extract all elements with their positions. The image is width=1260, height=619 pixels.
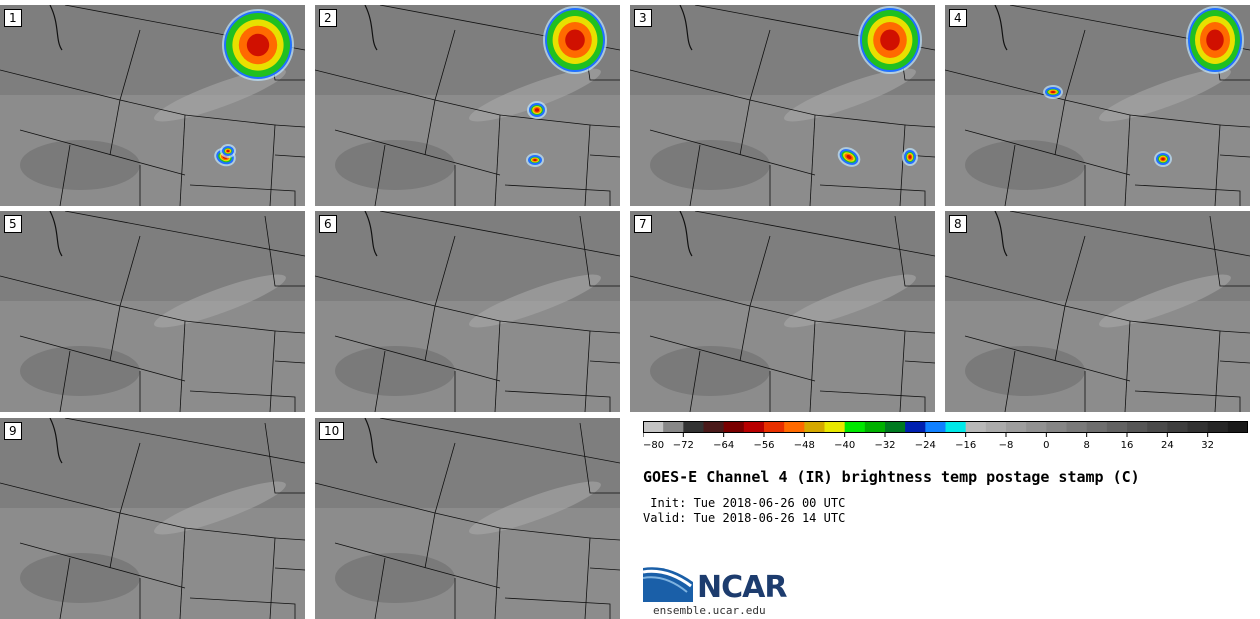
- colorbar-swatch: [1147, 421, 1168, 433]
- panel-number: 4: [949, 9, 967, 27]
- map-panel: 2: [315, 5, 620, 206]
- colorbar-swatch: [1086, 421, 1108, 433]
- ir-satellite-map: [0, 5, 305, 206]
- colorbar-swatch: [784, 421, 805, 433]
- colorbar-swatch: [1066, 421, 1088, 433]
- ir-satellite-map: [630, 211, 935, 412]
- colorbar-swatch: [844, 421, 866, 433]
- map-panel: 1: [0, 5, 305, 206]
- colorbar-swatch: [824, 421, 846, 433]
- ir-satellite-map: [315, 418, 620, 619]
- panel-number: 2: [319, 9, 337, 27]
- colorbar-swatch: [945, 421, 967, 433]
- colorbar-swatch: [864, 421, 886, 433]
- panel-number: 7: [634, 215, 652, 233]
- map-panel: 10: [315, 418, 620, 619]
- colorbar-swatch: [804, 421, 825, 433]
- colorbar-tick-label: −80: [643, 440, 664, 451]
- colorbar-swatch: [905, 421, 926, 433]
- colorbar: −80 −72 −64 −56 −48 −40 −32 −24 −16 −8 0 8 16 24 32: [643, 421, 1248, 451]
- map-panel: 6: [315, 211, 620, 412]
- colorbar-swatch: [1187, 421, 1209, 433]
- colorbar-swatch: [764, 421, 785, 433]
- map-panel: 7: [630, 211, 935, 412]
- colorbar-tick-label: 0: [1043, 440, 1049, 451]
- map-panel: 5: [0, 211, 305, 412]
- site-url: ensemble.ucar.edu: [653, 604, 766, 617]
- colorbar-tick-label: 16: [1121, 440, 1134, 451]
- ir-satellite-map: [0, 211, 305, 412]
- colorbar-tick-label: −56: [753, 440, 774, 451]
- init-time: Init: Tue 2018-06-26 00 UTC: [643, 496, 846, 510]
- colorbar-swatch: [925, 421, 946, 433]
- ir-satellite-map: [315, 211, 620, 412]
- colorbar-swatch: [743, 421, 765, 433]
- map-panel: 3: [630, 5, 935, 206]
- map-panel: 4: [945, 5, 1250, 206]
- colorbar-swatch: [1006, 421, 1027, 433]
- colorbar-tick-label: −48: [794, 440, 815, 451]
- colorbar-swatch: [1127, 421, 1148, 433]
- colorbar-swatch: [703, 421, 725, 433]
- panel-number: 10: [319, 422, 345, 440]
- colorbar-tick-label: −16: [955, 440, 976, 451]
- colorbar-tick-label: −40: [834, 440, 855, 451]
- panel-number: 8: [949, 215, 967, 233]
- colorbar-swatch: [1227, 421, 1248, 433]
- colorbar-swatch: [683, 421, 704, 433]
- logo-text: NCAR: [697, 570, 787, 605]
- colorbar-tick-label: 24: [1161, 440, 1174, 451]
- colorbar-swatch: [885, 421, 906, 433]
- map-panel: 9: [0, 418, 305, 619]
- colorbar-swatch: [1207, 421, 1229, 433]
- colorbar-swatch: [1046, 421, 1067, 433]
- panel-number: 5: [4, 215, 22, 233]
- ir-satellite-map: [315, 5, 620, 206]
- colorbar-swatch: [1106, 421, 1128, 433]
- colorbar-swatch: [643, 421, 664, 433]
- panel-number: 9: [4, 422, 22, 440]
- panel-number: 6: [319, 215, 337, 233]
- panel-number: 1: [4, 9, 22, 27]
- map-panel: 8: [945, 211, 1250, 412]
- colorbar-tick-label: −72: [673, 440, 694, 451]
- colorbar-swatch: [985, 421, 1007, 433]
- colorbar-tick-label: −64: [713, 440, 734, 451]
- figure-title: GOES-E Channel 4 (IR) brightness temp po…: [643, 468, 1140, 486]
- colorbar-swatch: [1167, 421, 1188, 433]
- colorbar-tick-label: −32: [874, 440, 895, 451]
- colorbar-swatch: [965, 421, 987, 433]
- ir-satellite-map: [945, 5, 1250, 206]
- colorbar-swatch: [663, 421, 684, 433]
- colorbar-tick-label: −8: [999, 440, 1014, 451]
- colorbar-tick-label: 32: [1201, 440, 1214, 451]
- panel-number: 3: [634, 9, 652, 27]
- ir-satellite-map: [945, 211, 1250, 412]
- colorbar-tick-label: −24: [915, 440, 936, 451]
- colorbar-swatch: [1026, 421, 1047, 433]
- valid-time: Valid: Tue 2018-06-26 14 UTC: [643, 511, 846, 525]
- ir-satellite-map: [630, 5, 935, 206]
- ir-satellite-map: [0, 418, 305, 619]
- colorbar-border: [643, 421, 1248, 433]
- colorbar-tick-label: 8: [1083, 440, 1089, 451]
- colorbar-swatch: [723, 421, 745, 433]
- ncar-logo-icon: [643, 567, 693, 602]
